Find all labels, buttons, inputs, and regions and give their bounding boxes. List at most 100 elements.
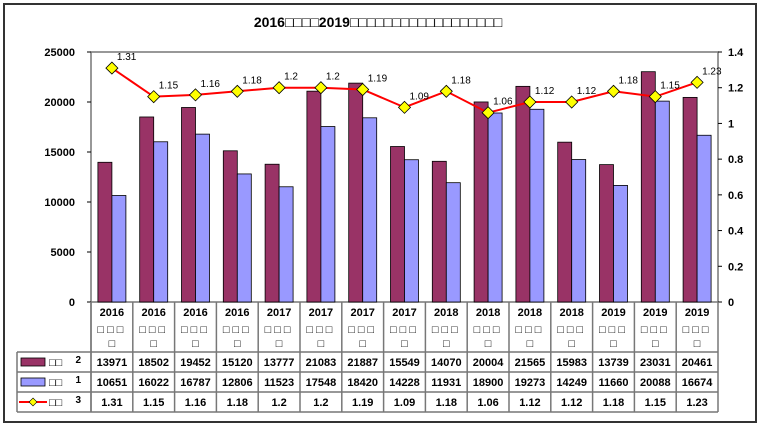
table-cell: 21565 — [515, 357, 546, 369]
table-cell: 18502 — [138, 357, 169, 369]
series3-marker — [690, 75, 704, 89]
legend-swatch — [20, 357, 46, 367]
series3-data-label: 1.2 — [284, 72, 298, 83]
table-cell: 20004 — [473, 357, 504, 369]
bar-series1 — [236, 173, 252, 303]
table-cell: 1.2 — [313, 397, 328, 409]
table-cell: 1.23 — [686, 397, 707, 409]
category-year-label: 2018 — [559, 307, 583, 319]
bar-series1 — [654, 100, 670, 303]
table-cell: 13739 — [598, 357, 629, 369]
bar-series1 — [320, 126, 336, 303]
category-sub-label: □ — [485, 338, 492, 350]
series3-data-label: 1.19 — [368, 74, 388, 85]
category-year-label: 2018 — [476, 307, 500, 319]
series3-data-label: 1.09 — [410, 91, 430, 102]
category-sub-label: □ — [443, 338, 450, 350]
table-cell: 20088 — [640, 377, 671, 389]
legend-label-number: 1 — [75, 375, 81, 386]
series3-data-label: 1.16 — [201, 79, 221, 90]
table-cell: 18420 — [347, 377, 378, 389]
series3-data-label: 1.15 — [660, 81, 680, 92]
right-tick-label: 1.2 — [728, 83, 743, 95]
bar-series1 — [529, 108, 545, 303]
series3-marker — [230, 84, 244, 98]
series3-data-label: 1.12 — [577, 86, 597, 97]
bar-series2 — [222, 150, 238, 303]
right-tick-label: 0.6 — [728, 190, 743, 202]
category-sub-label: □□□ — [223, 324, 252, 336]
category-sub-label: □ — [652, 338, 659, 350]
table-cell: 1.15 — [143, 397, 164, 409]
table-cell: 14249 — [556, 377, 587, 389]
category-year-label: 2016 — [225, 307, 249, 319]
category-sub-label: □ — [109, 338, 116, 350]
table-cell: 1.16 — [185, 397, 206, 409]
category-year-label: 2019 — [685, 307, 709, 319]
table-cell: 1.15 — [645, 397, 666, 409]
series3-marker — [314, 81, 328, 95]
bar-series1 — [111, 195, 127, 303]
category-sub-label: □□□ — [265, 324, 294, 336]
table-cell: 15983 — [556, 357, 587, 369]
category-sub-label: □□□ — [641, 324, 670, 336]
category-sub-label: □ — [694, 338, 701, 350]
category-year-label: 2018 — [434, 307, 458, 319]
right-tick-label: 1.4 — [728, 47, 744, 59]
table-cell: 14228 — [389, 377, 420, 389]
table-cell: 13777 — [264, 357, 295, 369]
category-year-label: 2016 — [141, 307, 165, 319]
category-sub-label: □□□ — [97, 324, 126, 336]
right-tick-label: 0.2 — [728, 261, 743, 273]
series3-data-label: 1.2 — [326, 72, 340, 83]
series3-marker — [648, 90, 662, 104]
bar-series1 — [445, 182, 461, 303]
table-cell: 1.18 — [603, 397, 624, 409]
table-cell: 17548 — [306, 377, 337, 389]
right-tick-label: 0 — [728, 297, 734, 309]
category-sub-label: □ — [401, 338, 408, 350]
left-tick-label: 10000 — [44, 197, 75, 209]
table-cell: 1.18 — [227, 397, 248, 409]
category-year-label: 2017 — [392, 307, 416, 319]
category-sub-label: □□□ — [306, 324, 335, 336]
bar-series2 — [682, 96, 698, 303]
legend-label: □□ — [49, 397, 63, 409]
legend-swatch — [20, 377, 46, 387]
left-tick-label: 0 — [69, 297, 75, 309]
bar-series2 — [348, 82, 364, 303]
bar-series1 — [571, 159, 587, 303]
table-cell: 1.12 — [561, 397, 582, 409]
bar-series2 — [181, 107, 196, 303]
series3-data-label: 1.18 — [451, 75, 471, 86]
table-cell: 16022 — [138, 377, 169, 389]
left-tick-label: 25000 — [44, 47, 75, 59]
right-tick-label: 1 — [728, 118, 734, 130]
series3-marker — [356, 82, 370, 97]
category-sub-label: □ — [318, 338, 325, 350]
table-cell: 10651 — [97, 377, 128, 389]
table-cell: 16674 — [682, 377, 713, 389]
category-year-label: 2019 — [601, 307, 625, 319]
category-sub-label: □□□ — [390, 324, 419, 336]
bar-series2 — [97, 161, 113, 303]
bar-series2 — [431, 160, 447, 303]
table-cell: 23031 — [640, 357, 671, 369]
category-year-label: 2018 — [518, 307, 542, 319]
table-cell: 12806 — [222, 377, 253, 389]
table-cell: 16787 — [180, 377, 211, 389]
category-year-label: 2016 — [100, 307, 124, 319]
bar-series2 — [139, 116, 155, 303]
bar-series2 — [557, 141, 573, 303]
series3-marker — [272, 81, 286, 95]
table-cell: 1.12 — [519, 397, 540, 409]
bar-series1 — [362, 117, 378, 303]
table-cell: 1.2 — [271, 397, 286, 409]
table-cell: 11523 — [264, 377, 294, 389]
legend-label: □□ — [49, 357, 63, 369]
table-cell: 1.09 — [394, 397, 415, 409]
category-sub-label: □ — [234, 338, 241, 350]
bar-series1 — [404, 159, 419, 303]
series3-marker — [606, 84, 621, 98]
